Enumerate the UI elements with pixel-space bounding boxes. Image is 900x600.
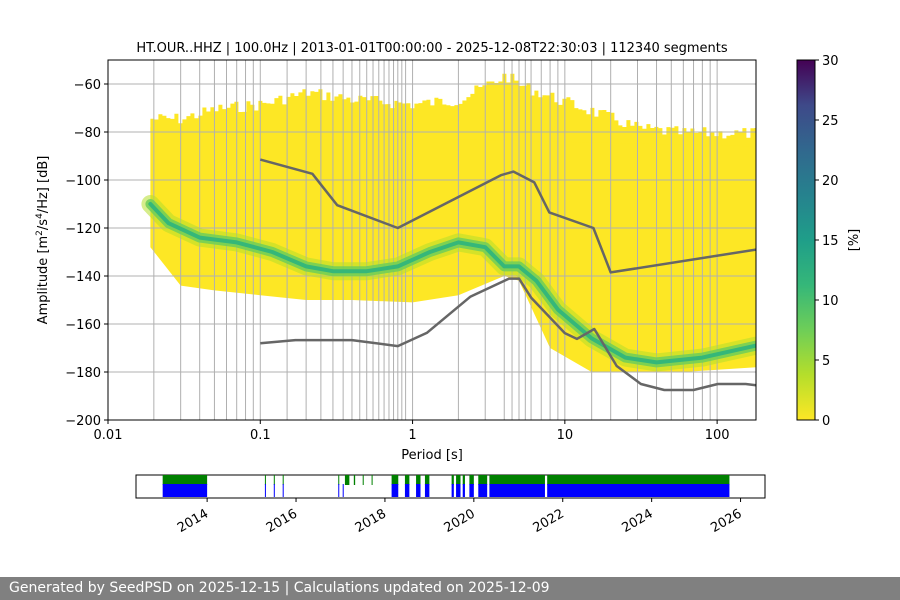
coverage-blue-interval bbox=[478, 484, 488, 497]
footer-bar: Generated by SeedPSD on 2025-12-15 | Cal… bbox=[0, 577, 900, 600]
coverage-green-interval bbox=[391, 475, 399, 485]
timeline-coverage bbox=[162, 475, 730, 497]
coverage-green-interval bbox=[547, 475, 730, 485]
coverage-green-interval bbox=[344, 475, 350, 485]
year-tick-label: 2024 bbox=[619, 506, 655, 536]
y-tick-label: −180 bbox=[65, 366, 101, 381]
coverage-green-interval bbox=[478, 475, 488, 485]
y-tick-label: −140 bbox=[65, 270, 101, 285]
horizontal-gridlines bbox=[108, 83, 756, 420]
year-tick-label: 2014 bbox=[175, 506, 211, 536]
colorbar-label: [%] bbox=[847, 229, 862, 252]
coverage-green-interval bbox=[338, 475, 340, 485]
coverage-blue-interval bbox=[416, 484, 421, 497]
coverage-green-interval bbox=[462, 475, 465, 485]
coverage-green-interval bbox=[424, 475, 430, 485]
chart-title: HT.OUR..HHZ | 100.0Hz | 2013-01-01T00:00… bbox=[136, 41, 728, 56]
year-tick-label: 2020 bbox=[442, 506, 478, 536]
coverage-green-interval bbox=[451, 475, 454, 485]
colorbar bbox=[796, 59, 816, 421]
year-tick-label: 2018 bbox=[353, 506, 389, 536]
colorbar-tick-label: 15 bbox=[822, 234, 839, 249]
y-tick-label: −120 bbox=[65, 222, 101, 237]
coverage-green-interval bbox=[371, 475, 373, 485]
year-tick-label: 2026 bbox=[708, 506, 744, 536]
y-label-part-3: /Hz] [dB] bbox=[36, 156, 51, 214]
coverage-green-interval bbox=[362, 475, 364, 485]
colorbar-tick-label: 25 bbox=[822, 114, 839, 129]
coverage-blue-interval bbox=[282, 484, 284, 497]
coverage-blue-interval bbox=[273, 484, 275, 497]
coverage-green-interval bbox=[282, 475, 284, 485]
coverage-blue-interval bbox=[391, 484, 399, 497]
y-label-part-1: Amplitude [m bbox=[36, 236, 51, 325]
y-axis-ticks: −200 −180 −160 −140 −120 −100 −80 −60 bbox=[65, 78, 108, 429]
plot-area bbox=[108, 60, 756, 420]
coverage-green-interval bbox=[416, 475, 421, 485]
psd-density-ragged-top bbox=[150, 73, 756, 147]
year-tick-label: 2022 bbox=[531, 506, 567, 536]
y-label-sup-2: 4 bbox=[35, 213, 45, 219]
coverage-green-interval bbox=[162, 475, 208, 485]
y-tick-label: −200 bbox=[65, 414, 101, 429]
x-axis-label: Period [s] bbox=[401, 448, 463, 463]
y-label-part-2: /s bbox=[36, 219, 51, 230]
x-tick-label: 100 bbox=[705, 428, 730, 443]
coverage-green-interval bbox=[353, 475, 356, 485]
coverage-green-interval bbox=[404, 475, 410, 485]
x-axis-ticks: 0.01 0.1 1 10 100 bbox=[94, 420, 730, 443]
plot-frame bbox=[107, 59, 757, 421]
colorbar-ticks: 0 5 10 15 20 25 30 bbox=[815, 54, 839, 429]
x-tick-label: 10 bbox=[557, 428, 574, 443]
coverage-blue-interval bbox=[162, 484, 208, 497]
y-axis-label: Amplitude [m2/s4/Hz] [dB] bbox=[35, 156, 51, 325]
colorbar-tick-label: 20 bbox=[822, 174, 839, 189]
x-tick-label: 0.1 bbox=[250, 428, 271, 443]
nhnm-line bbox=[259, 158, 756, 274]
coverage-blue-interval bbox=[338, 484, 340, 497]
x-tick-label: 1 bbox=[408, 428, 416, 443]
y-label-sup-1: 2 bbox=[35, 230, 45, 236]
coverage-blue-interval bbox=[547, 484, 730, 497]
footer-text: Generated by SeedPSD on 2025-12-15 | Cal… bbox=[9, 580, 550, 596]
coverage-blue-interval bbox=[469, 484, 474, 497]
colorbar-tick-label: 5 bbox=[822, 354, 830, 369]
y-tick-label: −60 bbox=[74, 78, 101, 93]
coverage-blue-interval bbox=[456, 484, 461, 497]
coverage-blue-interval bbox=[451, 484, 454, 497]
y-tick-label: −80 bbox=[74, 126, 101, 141]
psd-mode-core bbox=[148, 202, 756, 365]
coverage-green-interval bbox=[489, 475, 545, 485]
coverage-blue-interval bbox=[342, 484, 344, 497]
colorbar-tick-label: 0 bbox=[822, 414, 830, 429]
colorbar-tick-label: 30 bbox=[822, 54, 839, 69]
x-tick-label: 0.01 bbox=[94, 428, 123, 443]
coverage-blue-interval bbox=[489, 484, 545, 497]
coverage-blue-interval bbox=[404, 484, 410, 497]
y-tick-label: −100 bbox=[65, 174, 101, 189]
coverage-blue-interval bbox=[424, 484, 430, 497]
timeline-year-ticks: 2014 2016 2018 2020 2022 2024 2026 bbox=[175, 498, 745, 536]
coverage-green-interval bbox=[469, 475, 474, 485]
coverage-green-interval bbox=[264, 475, 266, 485]
nlnm-line bbox=[260, 277, 756, 392]
coverage-blue-interval bbox=[462, 484, 465, 497]
coverage-green-interval bbox=[273, 475, 275, 485]
y-tick-label: −160 bbox=[65, 318, 101, 333]
coverage-blue-interval bbox=[264, 484, 266, 497]
coverage-green-interval bbox=[456, 475, 461, 485]
colorbar-tick-label: 10 bbox=[822, 294, 839, 309]
year-tick-label: 2016 bbox=[264, 506, 300, 536]
